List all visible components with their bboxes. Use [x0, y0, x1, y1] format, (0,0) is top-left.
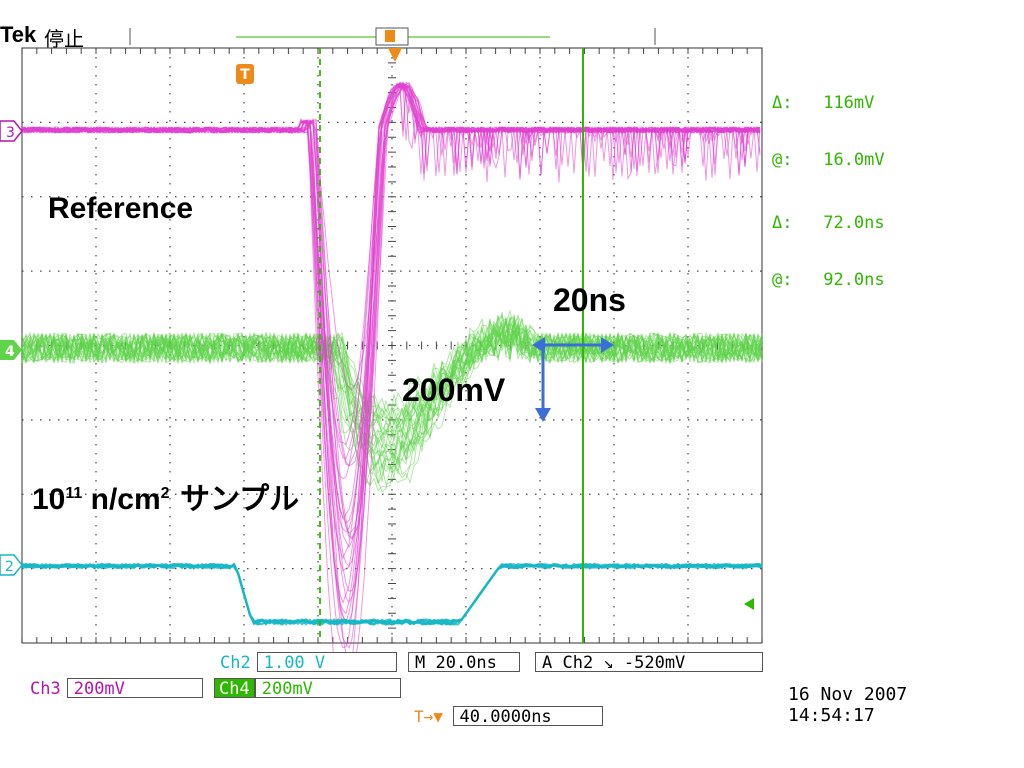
delta-v-label: Δ:	[772, 93, 793, 113]
time-text: 14:54:17	[788, 705, 875, 726]
ch2-settings[interactable]: Ch2 1.00 V	[214, 652, 397, 673]
ch3-scale: 200mV	[66, 678, 203, 699]
ch4-ground-marker[interactable]: 4	[0, 340, 22, 360]
trigger-marker-icon: T	[236, 64, 254, 84]
trigger-position-setting[interactable]: T→▼ 40.0000ns	[414, 706, 603, 727]
sample-annotation: 1011 n/cm2 サンプル	[32, 482, 300, 517]
at-v-value: 16.0mV	[823, 150, 885, 170]
trigger-level-marker	[744, 598, 754, 610]
svg-text:2: 2	[5, 559, 14, 575]
at-v-label: @:	[772, 150, 793, 170]
svg-text:T: T	[240, 67, 250, 83]
svg-text:3: 3	[6, 125, 15, 141]
ch3-ground-marker[interactable]: 3	[0, 120, 23, 142]
trigger-position-value: 40.0000ns	[452, 706, 603, 727]
at-t-label: @:	[772, 270, 793, 290]
ch4-scale: 200mV	[254, 678, 401, 699]
volt-scale-annotation: 200mV	[402, 372, 506, 408]
cursor-readout: Δ: 116mV @: 16.0mV Δ: 72.0ns @: 92.0ns	[772, 56, 885, 309]
ch4-settings[interactable]: Ch4 200mV	[214, 678, 401, 699]
trigger-position-marker	[385, 30, 402, 62]
ch2-ground-marker[interactable]: 2	[0, 554, 23, 576]
waveform-traces	[21, 81, 763, 660]
date-text: 16 Nov 2007	[788, 684, 908, 705]
acquisition-status: 停止	[44, 27, 84, 51]
delta-v-value: 116mV	[823, 93, 875, 113]
delta-t-value: 72.0ns	[823, 213, 885, 233]
ch3-settings[interactable]: Ch3 200mV	[24, 678, 203, 699]
ch4-label: Ch4	[214, 678, 255, 699]
svg-text:4: 4	[5, 344, 15, 360]
ch2-label: Ch2	[214, 653, 257, 673]
waveform-display[interactable]: T 3 4 2	[0, 0, 1024, 660]
timestamp: 16 Nov 2007 14:54:17	[788, 684, 907, 726]
ch3-label: Ch3	[24, 679, 67, 699]
delta-t-label: Δ:	[772, 213, 793, 233]
reference-annotation: Reference	[48, 192, 194, 225]
trigger-position-icon: T→▼	[414, 707, 443, 726]
at-t-value: 92.0ns	[823, 270, 885, 290]
brand-logo: Tek	[0, 22, 37, 47]
ch2-scale: 1.00 V	[256, 652, 397, 673]
time-scale-annotation: 20ns	[553, 282, 626, 318]
scale-arrows	[532, 337, 614, 422]
trigger-setting[interactable]: A Ch2 ↘ -520mV	[535, 652, 763, 673]
timebase-setting[interactable]: M 20.0ns	[408, 652, 520, 673]
